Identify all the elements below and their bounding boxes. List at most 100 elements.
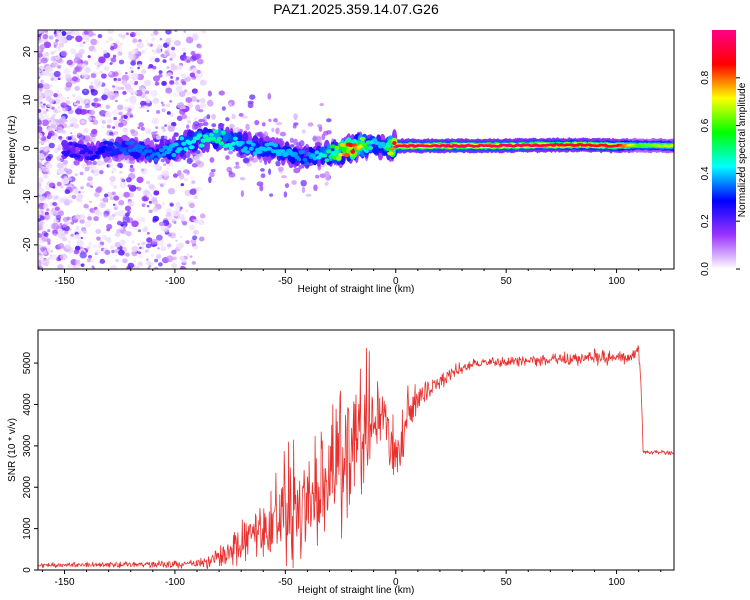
spectrogram-x-label: Height of straight line (km) — [298, 284, 415, 295]
spectrogram-noise-cell — [81, 63, 87, 69]
spectrogram-noise-cell — [129, 114, 134, 118]
spectrogram-noise-cell — [90, 185, 94, 188]
spectrogram-noise-cell — [191, 123, 196, 130]
spectrogram-noise-cell — [38, 126, 43, 132]
spectrogram-ridge-cell — [375, 141, 382, 146]
spectrogram-noise-cell — [133, 90, 138, 95]
spectrogram-noise-cell — [181, 47, 187, 52]
spectrogram-noise-cell — [79, 171, 84, 176]
spectrogram-noise-cell — [179, 235, 183, 239]
spectrogram-noise-cell — [122, 216, 131, 224]
spectrogram-noise-cell — [70, 221, 75, 225]
spectrogram-x-tick-label: 0 — [393, 276, 399, 287]
spectrogram-noise-cell — [114, 164, 118, 167]
spectrogram-noise-cell — [57, 263, 64, 269]
spectrogram-noise-cell — [88, 241, 92, 245]
spectrogram-ridge-cell — [350, 149, 356, 154]
spectrogram-noise-cell — [199, 97, 206, 104]
spectrogram-noise-cell — [141, 69, 147, 74]
spectrogram-noise-cell — [41, 166, 48, 172]
spectrogram-noise-cell — [65, 243, 72, 250]
spectrogram-noise-cell — [171, 46, 176, 51]
spectrogram-noise-cell — [38, 30, 43, 35]
spectrogram-noise-cell — [183, 177, 189, 182]
spectrogram-noise-cell — [228, 172, 236, 178]
spectrogram-noise-cell — [195, 160, 202, 165]
spectrogram-ridge-cell — [198, 143, 205, 148]
spectrogram-noise-cell — [42, 113, 49, 120]
spectrogram-noise-cell — [99, 201, 107, 209]
spectrogram-noise-cell — [133, 260, 137, 263]
spectrogram-noise-cell — [48, 173, 51, 176]
spectrogram-noise-cell — [66, 96, 70, 100]
spectrogram-noise-cell — [96, 236, 101, 241]
spectrogram-noise-cell — [118, 225, 124, 231]
spectrogram-noise-cell — [39, 146, 45, 151]
spectrogram-noise-cell — [38, 132, 43, 139]
spectrogram-noise-cell — [155, 234, 163, 241]
spectrogram-noise-cell — [38, 95, 42, 100]
spectrogram-noise-cell — [189, 224, 196, 230]
spectrogram-ridge-cell — [138, 145, 146, 150]
spectrogram-noise-cell — [69, 132, 73, 135]
spectrogram-noise-cell — [144, 128, 152, 135]
spectrogram-noise-cell — [189, 255, 193, 258]
spectrogram-noise-cell — [43, 232, 49, 237]
spectrogram-noise-cell — [169, 51, 177, 59]
spectrogram-noise-cell — [93, 192, 100, 198]
spectrogram-noise-cell — [90, 131, 98, 138]
spectrogram-noise-cell — [125, 32, 130, 36]
spectrogram-noise-cell — [40, 101, 43, 104]
spectrogram-noise-cell — [96, 186, 103, 192]
spectrogram-noise-cell — [118, 199, 125, 206]
spectrogram-noise-cell — [238, 112, 244, 117]
spectrogram-noise-cell — [72, 70, 77, 75]
spectrogram-noise-cell — [171, 218, 176, 224]
spectrogram-noise-cell — [125, 71, 128, 75]
snr-x-label: Height of straight line (km) — [298, 585, 415, 596]
spectrogram-noise-cell — [57, 210, 65, 217]
spectrogram-noise-cell — [142, 105, 146, 109]
spectrogram-noise-cell — [125, 177, 132, 183]
spectrogram-noise-cell — [70, 259, 78, 266]
spectrogram-noise-cell — [133, 265, 140, 269]
spectrogram-noise-cell — [113, 116, 117, 121]
spectrogram-noise-cell — [50, 254, 58, 261]
spectrogram-noise-cell — [152, 118, 158, 124]
spectrogram-noise-cell — [172, 210, 180, 217]
spectrogram-noise-cell — [54, 206, 60, 211]
spectrogram-ridge-cell — [316, 155, 322, 160]
spectrogram-noise-cell — [146, 193, 153, 199]
spectrogram-noise-cell — [179, 266, 187, 269]
spectrogram-noise-cell — [260, 168, 265, 172]
spectrogram-noise-cell — [167, 125, 175, 132]
spectrogram-noise-cell — [95, 210, 103, 217]
spectrogram-noise-cell — [131, 220, 139, 228]
spectrogram-noise-cell — [193, 117, 198, 121]
spectrogram-noise-cell — [84, 220, 92, 228]
spectrogram-noise-cell — [71, 93, 76, 98]
spectrogram-noise-cell — [159, 38, 163, 41]
spectrogram-ridge-cell — [81, 144, 88, 149]
spectrogram-ridge-cell — [290, 157, 296, 165]
spectrogram-noise-cell — [77, 198, 83, 203]
spectrogram-noise-cell — [38, 181, 42, 188]
spectrogram-noise-cell — [88, 109, 95, 116]
spectrogram-noise-cell — [52, 229, 59, 235]
spectrogram-noise-cell — [66, 31, 72, 36]
spectrogram-ridge-cell — [166, 147, 173, 152]
spectrogram-noise-cell — [117, 33, 123, 38]
spectrogram-noise-cell — [87, 176, 93, 182]
spectrogram-noise-cell — [82, 229, 88, 234]
spectrogram-noise-cell — [137, 229, 142, 233]
spectrogram-noise-cell — [167, 187, 176, 195]
spectrogram-noise-cell — [71, 194, 77, 200]
spectrogram-noise-cell — [47, 229, 51, 233]
spectrogram-noise-cell — [155, 254, 162, 259]
spectrogram-noise-cell — [106, 40, 109, 43]
spectrogram-noise-cell — [312, 135, 318, 143]
spectrogram-noise-cell — [140, 167, 148, 175]
spectrogram-noise-cell — [155, 134, 162, 140]
spectrogram-noise-cell — [145, 99, 151, 104]
spectrogram-noise-cell — [84, 67, 91, 73]
